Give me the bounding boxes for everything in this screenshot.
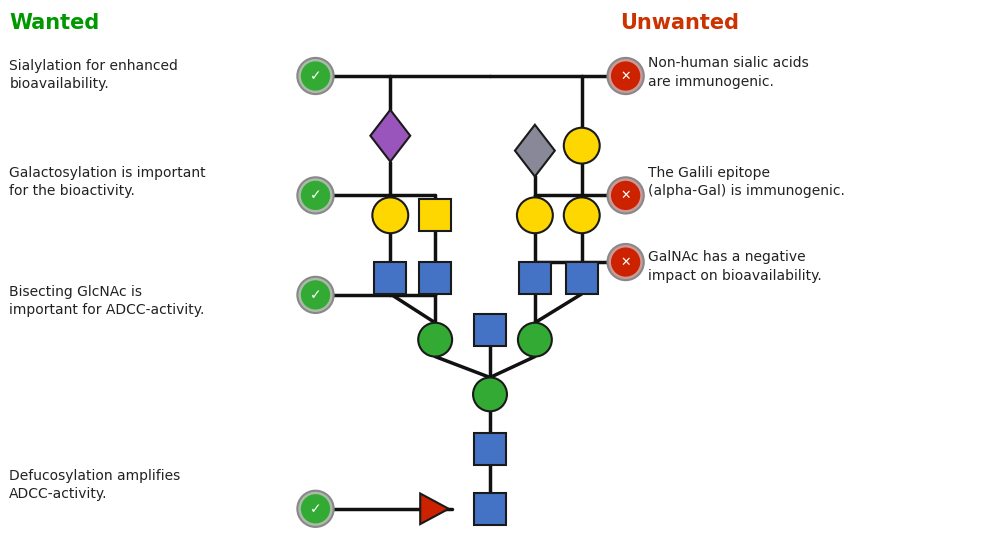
FancyBboxPatch shape <box>473 433 506 465</box>
Ellipse shape <box>563 197 599 233</box>
FancyBboxPatch shape <box>473 314 506 346</box>
Text: Unwanted: Unwanted <box>619 13 738 33</box>
FancyBboxPatch shape <box>419 262 451 294</box>
Polygon shape <box>370 110 410 161</box>
Ellipse shape <box>297 277 333 313</box>
Polygon shape <box>420 493 449 524</box>
Ellipse shape <box>297 177 333 213</box>
Text: Sialylation for enhanced
bioavailability.: Sialylation for enhanced bioavailability… <box>9 59 178 91</box>
Text: ✓: ✓ <box>310 188 321 202</box>
Ellipse shape <box>518 323 551 357</box>
Ellipse shape <box>606 177 643 213</box>
Text: ✕: ✕ <box>620 69 630 83</box>
Ellipse shape <box>606 58 643 94</box>
Ellipse shape <box>606 244 643 280</box>
Ellipse shape <box>301 181 330 210</box>
Text: Wanted: Wanted <box>9 13 100 33</box>
FancyBboxPatch shape <box>519 262 550 294</box>
Ellipse shape <box>418 323 452 357</box>
Ellipse shape <box>301 280 330 310</box>
Text: ✓: ✓ <box>310 288 321 302</box>
FancyBboxPatch shape <box>565 262 598 294</box>
FancyBboxPatch shape <box>374 262 406 294</box>
Text: Non-human sialic acids
are immunogenic.: Non-human sialic acids are immunogenic. <box>647 56 808 89</box>
Ellipse shape <box>301 61 330 91</box>
FancyBboxPatch shape <box>419 199 451 231</box>
Text: ✓: ✓ <box>310 502 321 516</box>
Ellipse shape <box>297 58 333 94</box>
Ellipse shape <box>610 181 640 210</box>
Ellipse shape <box>301 494 330 523</box>
Ellipse shape <box>563 128 599 164</box>
Text: ✕: ✕ <box>620 255 630 269</box>
Polygon shape <box>515 125 554 177</box>
Text: GalNAc has a negative
impact on bioavailability.: GalNAc has a negative impact on bioavail… <box>647 250 820 282</box>
Text: ✓: ✓ <box>310 69 321 83</box>
Text: The Galili epitope
(alpha-Gal) is immunogenic.: The Galili epitope (alpha-Gal) is immuno… <box>647 166 844 198</box>
FancyBboxPatch shape <box>473 493 506 525</box>
Text: Galactosylation is important
for the bioactivity.: Galactosylation is important for the bio… <box>9 166 206 198</box>
Ellipse shape <box>472 377 507 411</box>
Ellipse shape <box>517 197 552 233</box>
Text: Defucosylation amplifies
ADCC-activity.: Defucosylation amplifies ADCC-activity. <box>9 469 180 502</box>
Ellipse shape <box>610 247 640 277</box>
Ellipse shape <box>297 491 333 527</box>
Ellipse shape <box>610 61 640 91</box>
Text: Bisecting GlcNAc is
important for ADCC-activity.: Bisecting GlcNAc is important for ADCC-a… <box>9 285 204 317</box>
Text: ✕: ✕ <box>620 189 630 202</box>
Ellipse shape <box>372 197 408 233</box>
